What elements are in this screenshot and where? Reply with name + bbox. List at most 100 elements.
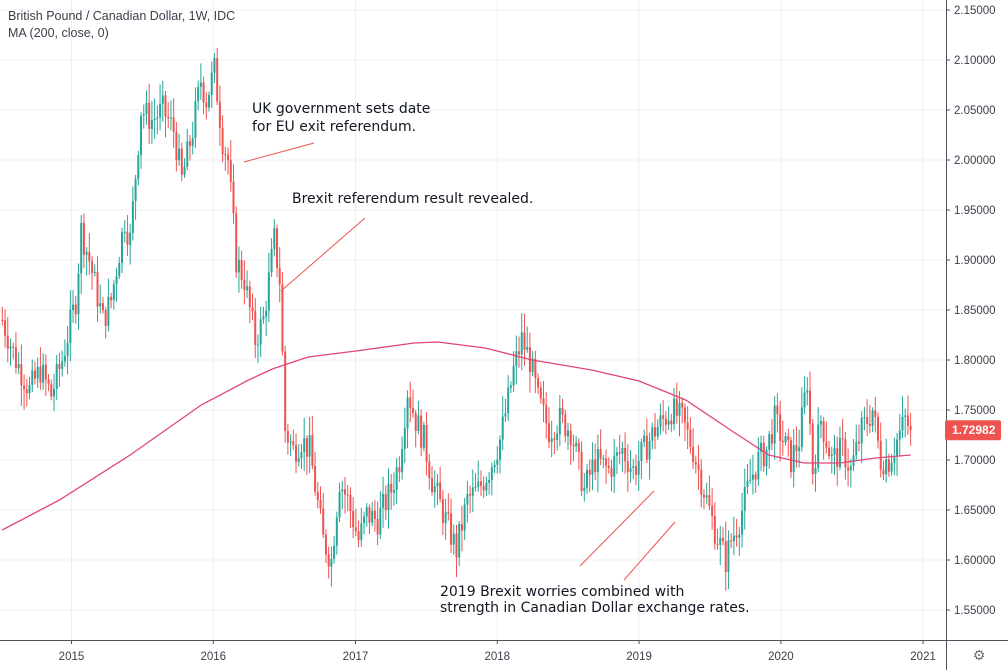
candle-body	[14, 347, 17, 368]
candle-body	[455, 533, 458, 558]
candle-body	[678, 402, 681, 416]
candle-body	[12, 346, 15, 348]
price-candles	[1, 47, 912, 591]
candle-body	[341, 489, 344, 492]
candle	[112, 280, 115, 310]
candle	[724, 521, 727, 591]
candle	[172, 98, 175, 148]
candle-body	[474, 486, 477, 488]
candle-body	[784, 436, 787, 443]
candle	[365, 503, 368, 527]
candle-body	[172, 117, 175, 132]
candle	[667, 406, 670, 431]
candle	[460, 506, 463, 552]
candle	[131, 186, 134, 241]
candle-body	[180, 148, 183, 175]
candle	[129, 223, 132, 265]
candle-body	[303, 438, 306, 453]
candle-body	[256, 344, 259, 346]
candle-body	[63, 355, 66, 362]
candle-body	[398, 467, 401, 473]
indicator-label[interactable]: MA (200, close, 0)	[8, 26, 109, 40]
candle	[433, 470, 436, 508]
candle-body	[792, 445, 795, 472]
candle	[395, 458, 398, 505]
candle-body	[760, 442, 763, 452]
candle-body	[265, 310, 268, 317]
candle	[528, 332, 531, 393]
candle-body	[542, 398, 545, 405]
candle	[822, 416, 825, 460]
candle	[450, 498, 453, 554]
candle-body	[814, 467, 817, 475]
candle	[624, 432, 627, 474]
candle	[439, 466, 442, 503]
candle-body	[387, 483, 390, 511]
candle	[531, 351, 534, 377]
candle	[819, 415, 822, 439]
candle	[379, 491, 382, 540]
candle-body	[460, 524, 463, 531]
candle-body	[539, 387, 542, 399]
candle	[768, 430, 771, 469]
candle-body	[591, 459, 594, 475]
candle	[626, 444, 629, 492]
candle	[265, 300, 268, 337]
candle	[256, 334, 259, 363]
candle	[711, 487, 714, 530]
candle-body	[768, 434, 771, 450]
candle-body	[670, 420, 673, 425]
candle	[431, 466, 434, 496]
candle	[392, 472, 395, 506]
candle	[251, 293, 254, 321]
candle-body	[246, 286, 249, 291]
symbol-title[interactable]: British Pound / Canadian Dollar, 1W, IDC	[8, 9, 236, 23]
candle-body	[428, 461, 431, 479]
candle-body	[259, 319, 262, 345]
candle	[681, 397, 684, 424]
candle-body	[406, 397, 409, 429]
candle-body	[708, 495, 711, 506]
candle	[243, 260, 246, 305]
gear-icon[interactable]: ⚙	[972, 647, 986, 663]
candle-body	[115, 276, 118, 285]
candle	[852, 439, 855, 472]
candle	[452, 524, 455, 555]
candle	[403, 407, 406, 464]
candle	[373, 499, 376, 532]
candle-body	[566, 430, 569, 437]
candle	[191, 121, 194, 155]
candle	[167, 102, 170, 129]
candle	[96, 256, 99, 322]
candle-body	[507, 387, 510, 414]
grid	[0, 0, 946, 640]
candle-body	[624, 448, 627, 462]
candle	[833, 435, 836, 475]
candle-body	[6, 335, 9, 349]
candle-body	[847, 467, 850, 471]
candle-body	[401, 448, 404, 473]
candle-body	[458, 524, 461, 558]
candle	[814, 454, 817, 492]
candle	[841, 418, 844, 456]
candle	[120, 227, 123, 274]
candle-body	[354, 527, 357, 532]
candle	[488, 472, 491, 495]
candle	[520, 313, 523, 371]
candle-body	[833, 448, 836, 455]
candle-body	[509, 385, 512, 388]
candle-body	[673, 398, 676, 425]
candle	[474, 473, 477, 492]
candle	[414, 409, 417, 448]
candle	[909, 412, 912, 446]
candle-body	[583, 487, 586, 491]
candle	[425, 411, 428, 476]
y-tick-label: 1.80000	[954, 355, 996, 367]
candle-body	[898, 430, 901, 440]
candle-body	[518, 351, 521, 355]
candle-body	[610, 467, 613, 477]
candle-body	[632, 466, 635, 468]
candle	[896, 432, 899, 476]
